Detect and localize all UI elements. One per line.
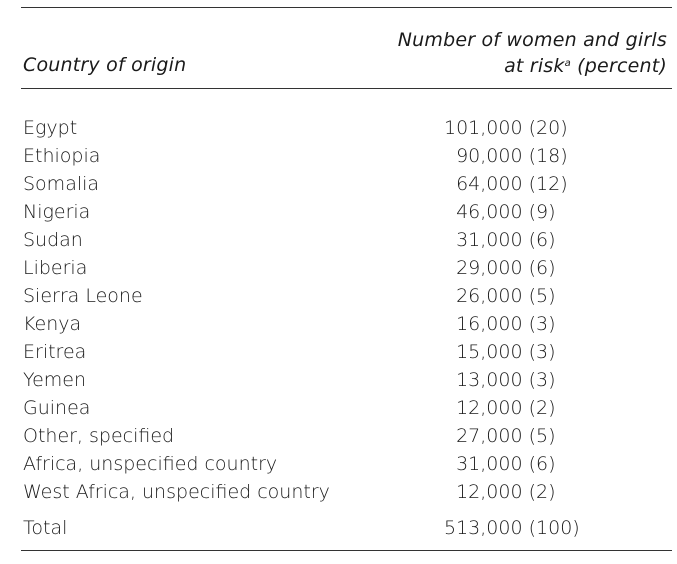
row-value: 15,000 (3) (444, 341, 556, 363)
table-top-rule (21, 7, 672, 8)
table-row: Eritrea 15,000 (3) (0, 338, 677, 366)
footnote-marker: a (564, 58, 571, 69)
table-bottom-rule (21, 550, 672, 551)
row-value: 12,000 (2) (444, 397, 556, 419)
row-value: 90,000 (18) (444, 145, 568, 167)
table-row: Liberia 29,000 (6) (0, 254, 677, 282)
row-country: West Africa, unspecified country (23, 481, 330, 503)
row-country: Liberia (23, 257, 88, 279)
row-value: 26,000 (5) (444, 285, 556, 307)
row-country: Sudan (23, 229, 83, 251)
table-row: Yemen 13,000 (3) (0, 366, 677, 394)
header-number-at-risk: Number of women and girls at riska (perc… (398, 27, 667, 79)
row-value: 29,000 (6) (444, 257, 556, 279)
table-row: Nigeria 46,000 (9) (0, 198, 677, 226)
row-country: Africa, unspecified country (23, 453, 278, 475)
table-row: Guinea 12,000 (2) (0, 394, 677, 422)
row-value: 27,000 (5) (444, 425, 556, 447)
header-at-risk-text: at risk (504, 55, 565, 77)
row-country: Other, specified (23, 425, 175, 447)
row-value: 16,000 (3) (444, 313, 556, 335)
row-value: 64,000 (12) (444, 173, 568, 195)
row-value: 31,000 (6) (444, 229, 556, 251)
row-country: Kenya (23, 313, 82, 335)
row-country: Egypt (23, 117, 78, 139)
table-row: Egypt 101,000 (20) (0, 114, 677, 142)
row-country: Nigeria (23, 201, 91, 223)
table-row: Ethiopia 90,000 (18) (0, 142, 677, 170)
table-row: Sierra Leone 26,000 (5) (0, 282, 677, 310)
row-country: Ethiopia (23, 145, 101, 167)
table-row: Other, specified 27,000 (5) (0, 422, 677, 450)
header-percent-text: (percent) (570, 55, 667, 77)
header-country-of-origin: Country of origin (23, 54, 187, 76)
row-country: Eritrea (23, 341, 87, 363)
table-row: Sudan 31,000 (6) (0, 226, 677, 254)
table-row: Africa, unspecified country 31,000 (6) (0, 450, 677, 478)
row-value: 31,000 (6) (444, 453, 556, 475)
row-value: 101,000 (20) (444, 117, 568, 139)
table-row: Somalia 64,000 (12) (0, 170, 677, 198)
row-value: 46,000 (9) (444, 201, 556, 223)
table-total-row: Total 513,000 (100) (0, 514, 677, 542)
total-label: Total (23, 517, 68, 539)
row-value: 12,000 (2) (444, 481, 556, 503)
row-country: Sierra Leone (23, 285, 143, 307)
row-value: 13,000 (3) (444, 369, 556, 391)
table-row: Kenya 16,000 (3) (0, 310, 677, 338)
total-value: 513,000 (100) (444, 517, 580, 539)
table-row: West Africa, unspecified country 12,000 … (0, 478, 677, 506)
row-country: Yemen (23, 369, 87, 391)
header-number-line1: Number of women and girls (397, 29, 667, 51)
header-bottom-rule (21, 88, 672, 89)
row-country: Guinea (23, 397, 91, 419)
header-number-line2: at riska (percent) (398, 53, 667, 79)
row-country: Somalia (23, 173, 100, 195)
